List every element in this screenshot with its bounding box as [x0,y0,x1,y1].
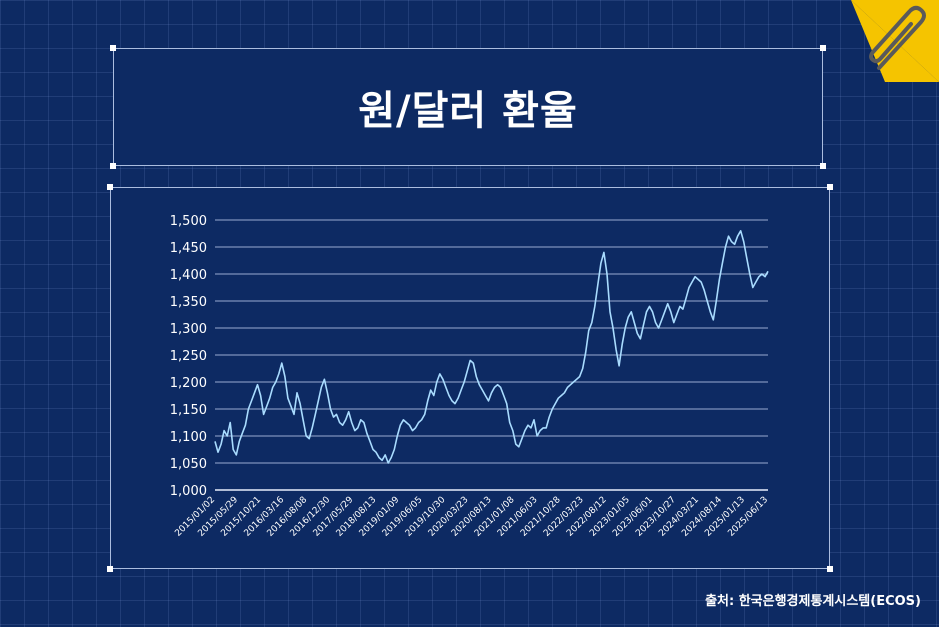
exchange-rate-chart: 1,500 1,450 1,400 1,350 1,300 1,250 1,200 1,150… [170,214,770,539]
y-tick-label: 1,200 [170,376,207,391]
y-tick-label: 1,500 [170,214,207,229]
y-tick-label: 1,300 [170,322,207,337]
y-tick-label: 1,350 [170,295,207,310]
y-tick-label: 1,150 [170,403,207,418]
source-note: 출처: 한국은행경제통계시스템(ECOS) [705,594,921,609]
title-panel: 원/달러 환율 [113,48,823,166]
y-tick-label: 1,050 [170,457,207,472]
y-tick-label: 1,450 [170,241,207,256]
y-tick-label: 1,400 [170,268,207,283]
page-title: 원/달러 환율 [358,88,578,134]
series-line [214,229,769,464]
selection-handle [110,45,116,51]
y-tick-label: 1,100 [170,430,207,445]
y-tick-label: 1,250 [170,349,207,364]
y-tick-label: 1,000 [170,484,207,499]
selection-handle [107,566,113,572]
selection-handle [827,184,833,190]
selection-handle [110,163,116,169]
paperclip-icon [851,0,939,82]
selection-handle [107,184,113,190]
selection-handle [827,566,833,572]
selection-handle [820,163,826,169]
chart-panel: 1,500 1,450 1,400 1,350 1,300 1,250 1,200 1,150… [110,187,830,569]
selection-handle [820,45,826,51]
